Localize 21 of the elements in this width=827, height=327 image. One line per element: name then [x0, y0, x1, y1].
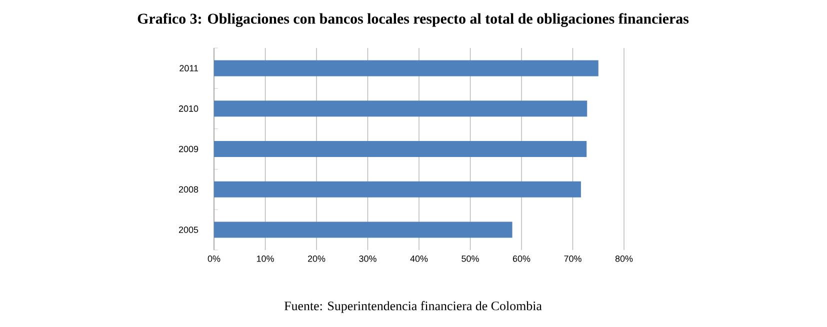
y-tick-label: 2010	[178, 105, 198, 112]
y-tick-label: 2005	[178, 226, 198, 233]
x-tick-label: 0%	[208, 256, 220, 262]
y-tick-label: 2008	[178, 186, 198, 193]
x-tick-label: 80%	[615, 256, 633, 262]
source-note: Fuente: Superintendencia financiera de Colombia	[284, 301, 542, 313]
x-tick-label: 50%	[462, 256, 479, 262]
x-tick-label: 30%	[359, 256, 376, 262]
x-tick-label: 40%	[410, 256, 428, 262]
x-tick-label: 60%	[512, 256, 530, 262]
x-tick-label: 70%	[564, 256, 582, 262]
chart-title: Grafico 3: Obligaciones con bancos locales respecto al total de obligaciones financieras	[138, 13, 689, 27]
bar	[214, 100, 588, 117]
y-tick-label: 2011	[180, 65, 198, 72]
y-tick-label: 2009	[178, 146, 198, 152]
bar	[214, 181, 581, 198]
bar	[214, 60, 598, 76]
x-tick-label: 20%	[308, 256, 326, 262]
bar	[214, 141, 587, 158]
bar	[214, 222, 512, 238]
x-tick-label: 10%	[256, 256, 274, 262]
